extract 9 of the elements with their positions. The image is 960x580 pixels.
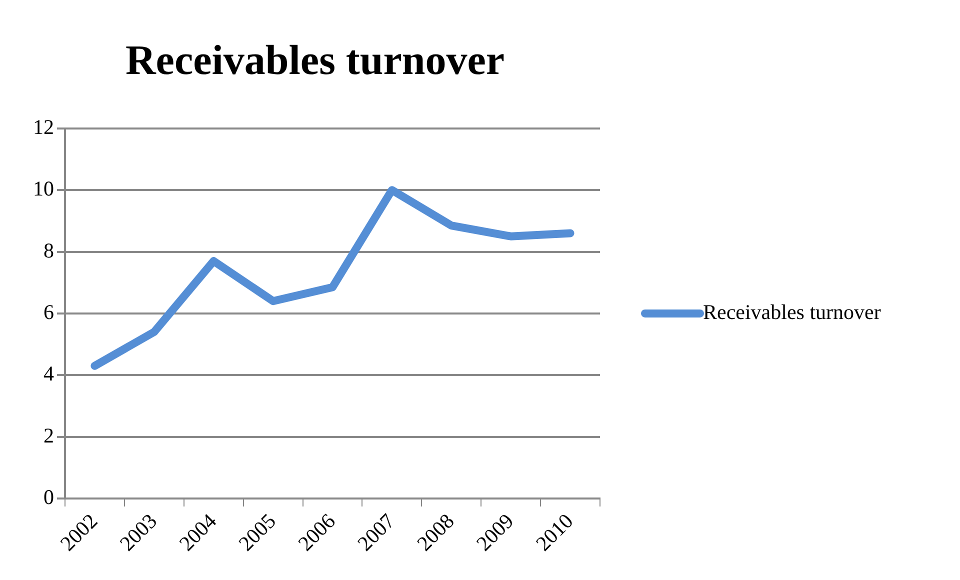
y-tick-label: 0: [44, 485, 54, 509]
y-tick-label: 6: [44, 300, 54, 324]
legend-label: Receivables turnover: [703, 300, 881, 324]
y-tick-label: 12: [33, 114, 54, 139]
y-tick-label: 4: [44, 362, 54, 386]
y-tick-label: 2: [44, 423, 54, 448]
y-tick-label: 8: [44, 238, 54, 262]
chart-title: Receivables turnover: [125, 38, 505, 84]
y-tick-label: 10: [33, 176, 54, 201]
